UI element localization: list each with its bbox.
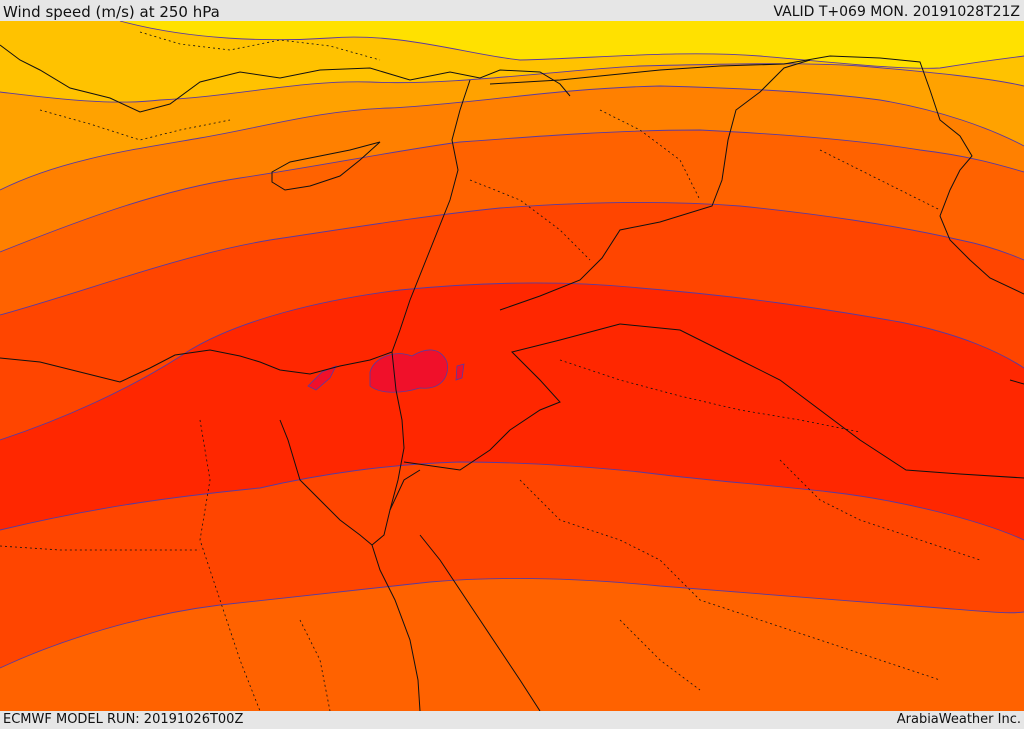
header-bar: Wind speed (m/s) at 250 hPa VALID T+069 … <box>0 0 1024 21</box>
band-7-core <box>0 282 1024 540</box>
admin-boundaries <box>0 31 981 711</box>
wind-maximum-small-2 <box>455 363 465 381</box>
contour-lines <box>0 21 1024 669</box>
wind-speed-map <box>0 21 1024 711</box>
country-borders <box>0 44 1024 711</box>
map-title: Wind speed (m/s) at 250 hPa <box>3 3 220 21</box>
wind-maximum-small-1 <box>307 365 337 391</box>
model-run: ECMWF MODEL RUN: 20191026T00Z <box>3 712 244 727</box>
credit-text: ArabiaWeather Inc. <box>896 712 1021 727</box>
cyprus-coast <box>271 141 381 191</box>
valid-time: VALID T+069 MON. 20191028T21Z <box>773 4 1020 20</box>
footer-bar: ECMWF MODEL RUN: 20191026T00Z ArabiaWeat… <box>0 711 1024 729</box>
band-south-4 <box>0 578 1024 711</box>
